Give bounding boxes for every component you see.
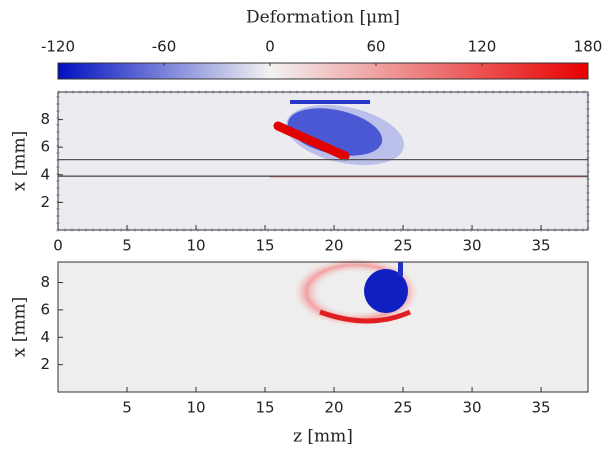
- y-tick-label: 6: [40, 138, 50, 156]
- x-tick-label: 30: [463, 399, 482, 417]
- x-tick-label: 20: [324, 237, 343, 255]
- heatmap-texture: [56, 90, 590, 232]
- y-tick-label: 4: [40, 328, 50, 346]
- colorbar: [57, 62, 589, 80]
- colorbar-tick-label: 120: [468, 38, 497, 56]
- colorbar-tick-label: 60: [366, 38, 385, 56]
- x-tick-label: 15: [255, 237, 274, 255]
- x-tick-label: 35: [532, 399, 551, 417]
- colorbar-tick-label: 180: [574, 38, 603, 56]
- x-axis-label: z [mm]: [293, 427, 353, 447]
- x-tick-label: 35: [532, 237, 551, 255]
- y-tick-label: 8: [40, 110, 50, 128]
- axes-box: [57, 91, 589, 231]
- x-tick-label: 5: [122, 399, 132, 417]
- y-tick-label: 2: [40, 355, 50, 373]
- x-tick-label: 10: [186, 237, 205, 255]
- x-tick-label: 20: [324, 399, 343, 417]
- y-tick-label: 4: [40, 165, 50, 183]
- heatmap-texture: [58, 258, 588, 392]
- x-tick-label: 0: [53, 237, 63, 255]
- blue-halo: [286, 104, 404, 166]
- colorbar-tick-label: -60: [152, 38, 177, 56]
- x-tick-label: 10: [186, 399, 205, 417]
- y-tick-label: 8: [40, 273, 50, 291]
- red-arc: [319, 309, 412, 324]
- x-tick-label: 15: [255, 399, 274, 417]
- y-tick-label: 6: [40, 300, 50, 318]
- blue-stripe: [398, 262, 403, 276]
- y-tick-label: 2: [40, 193, 50, 211]
- colorbar-title: Deformation [μm]: [246, 8, 400, 28]
- x-tick-label: 25: [394, 237, 413, 255]
- y-axis-label: x [mm]: [10, 131, 30, 192]
- y-axis-label: x [mm]: [10, 297, 30, 358]
- blue-blob: [364, 269, 408, 313]
- colorbar-tick-label: 0: [265, 38, 275, 56]
- red-streak: [273, 121, 350, 161]
- colorbar-tick-label: -120: [41, 38, 75, 56]
- x-tick-label: 30: [463, 237, 482, 255]
- axes-box: [57, 261, 589, 393]
- x-tick-label: 25: [394, 399, 413, 417]
- x-tick-label: 5: [122, 237, 132, 255]
